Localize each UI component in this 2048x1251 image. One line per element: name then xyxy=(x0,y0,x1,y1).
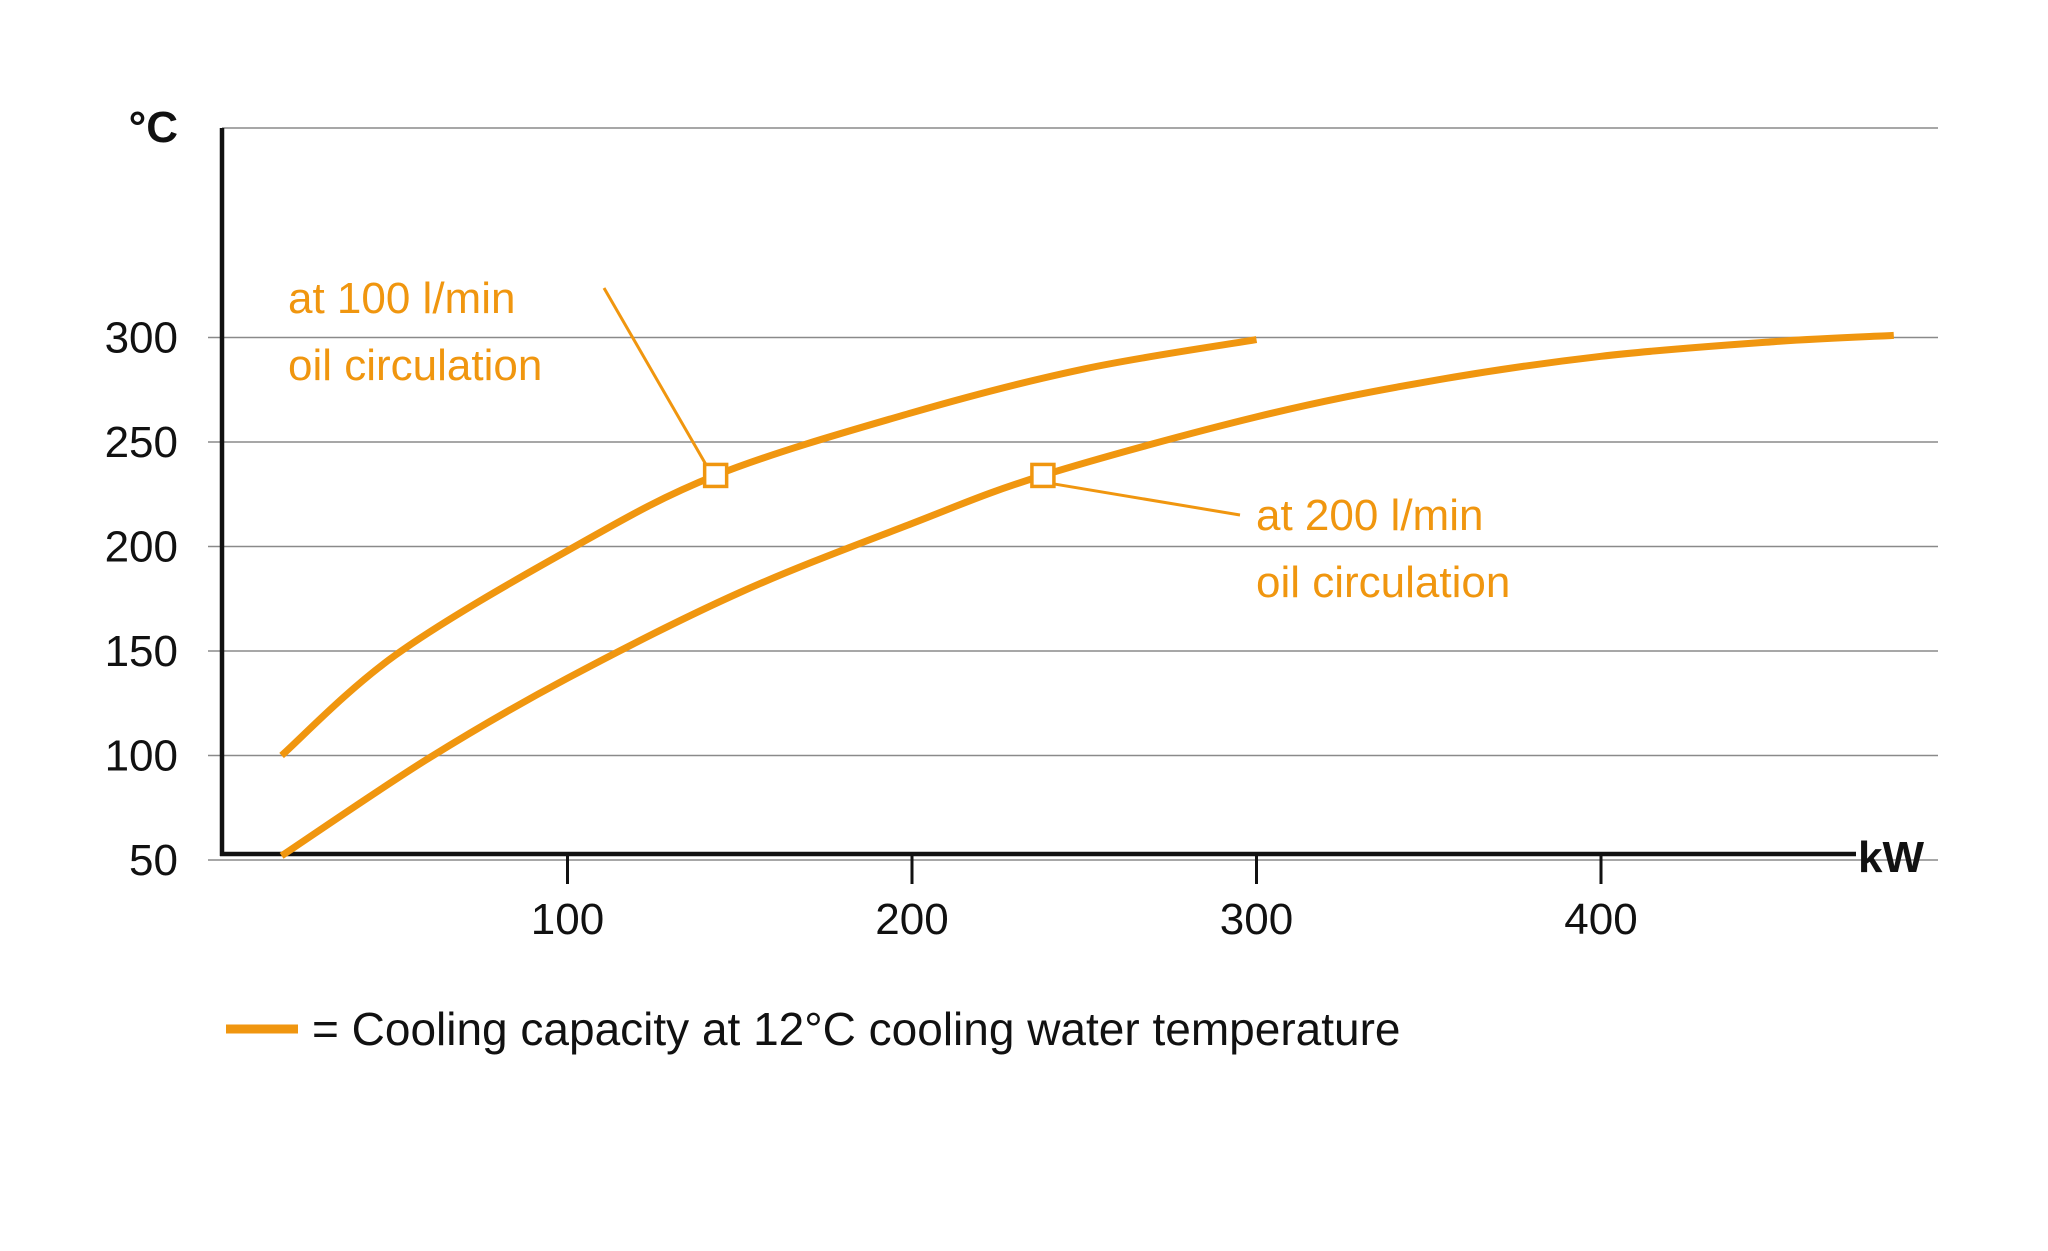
series-marker-2 xyxy=(1030,462,1056,489)
x-axis-unit-label: kW xyxy=(1858,833,1924,882)
annotation-200-line-1: at 200 l/min xyxy=(1256,491,1483,540)
x-tick-label-400: 400 xyxy=(1564,895,1637,944)
leader-line-200 xyxy=(1050,481,1241,517)
axes xyxy=(219,128,1856,857)
y-tick-label-100: 100 xyxy=(105,732,178,781)
series-marker-1 xyxy=(702,462,729,489)
annotation-100-line-1: at 100 l/min xyxy=(288,274,515,323)
x-tick-label-300: 300 xyxy=(1220,895,1293,944)
series-line-1 xyxy=(279,336,1258,759)
y-axis-unit-label: °C xyxy=(129,103,178,152)
annotation-100: at 100 l/min oil circulation xyxy=(288,274,542,390)
legend-label: = Cooling capacity at 12°C cooling water… xyxy=(312,1003,1400,1055)
y-tick-label-150: 150 xyxy=(105,627,178,676)
grid-lines xyxy=(208,127,1938,861)
y-tick-label-300: 300 xyxy=(105,314,178,363)
y-tick-label-250: 250 xyxy=(105,418,178,467)
annotation-100-line-2: oil circulation xyxy=(288,341,542,390)
x-tick-label-100: 100 xyxy=(531,895,604,944)
y-tick-label-200: 200 xyxy=(105,523,178,572)
y-tick-label-50: 50 xyxy=(129,836,178,885)
annotation-leaders xyxy=(602,287,1241,517)
annotation-200: at 200 l/min oil circulation xyxy=(1256,491,1510,607)
legend: = Cooling capacity at 12°C cooling water… xyxy=(226,1003,1400,1055)
y-tick-labels: 50 100 150 200 250 300 xyxy=(105,314,178,886)
series-lines xyxy=(279,331,1894,859)
x-ticks: 100 200 300 400 xyxy=(531,854,1638,944)
series-line-2 xyxy=(279,331,1894,859)
series-markers xyxy=(702,462,1056,489)
leader-line-100 xyxy=(602,287,709,469)
annotation-200-line-2: oil circulation xyxy=(1256,558,1510,607)
x-tick-label-200: 200 xyxy=(875,895,948,944)
